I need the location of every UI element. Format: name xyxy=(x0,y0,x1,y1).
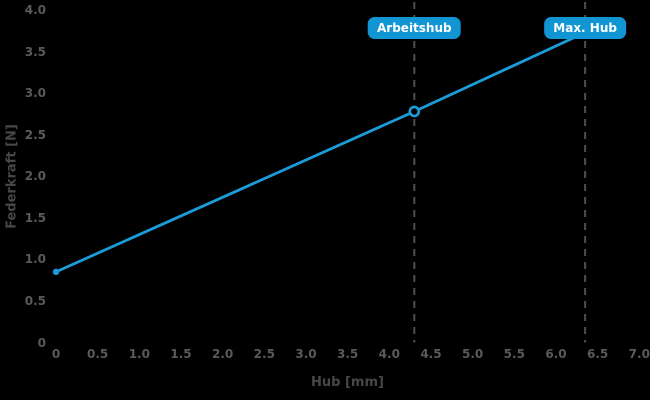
x-tick-label: 4.5 xyxy=(420,347,442,361)
x-tick-label: 1.0 xyxy=(128,347,150,361)
annotation-max-hub: Max. Hub xyxy=(544,17,626,39)
y-tick-label: 1.5 xyxy=(24,210,46,225)
spring-force-line xyxy=(55,31,586,274)
y-tick-label: 4.0 xyxy=(24,3,46,18)
stroke-limit-vlines xyxy=(413,2,587,343)
data-point-markers xyxy=(52,105,421,276)
y-tick-label: 2.5 xyxy=(24,127,46,142)
x-tick-label: 4.0 xyxy=(378,347,400,361)
x-tick-label: 6.0 xyxy=(545,347,567,361)
y-tick-label: 3.5 xyxy=(24,44,46,59)
y-tick-label: 1.0 xyxy=(24,252,46,267)
x-axis-title: Hub [mm] xyxy=(311,375,384,390)
x-tick-label: 0 xyxy=(51,347,61,361)
series-line xyxy=(55,31,586,274)
y-tick-label: 0.5 xyxy=(24,293,46,308)
x-tick-label: 7.0 xyxy=(628,347,650,361)
x-tick-label: 2.0 xyxy=(212,347,234,361)
x-tick-label: 5.5 xyxy=(503,347,525,361)
x-tick-label: 0.5 xyxy=(87,347,109,361)
x-tick-label: 1.5 xyxy=(170,347,192,361)
y-tick-label: 3.0 xyxy=(24,86,46,101)
x-tick-label: 3.0 xyxy=(295,347,317,361)
y-axis-title: Federkraft [N] xyxy=(4,124,20,229)
working-point-marker xyxy=(408,105,421,118)
x-tick-label: 5.0 xyxy=(462,347,484,361)
y-tick-label: 2.0 xyxy=(24,169,46,184)
x-tick-label: 6.5 xyxy=(586,347,609,361)
x-tick-label: 2.5 xyxy=(253,347,275,361)
y-tick-label: 0 xyxy=(37,335,46,350)
x-tick-label: 3.5 xyxy=(337,347,359,361)
start-point-marker xyxy=(52,268,60,276)
annotation-arbeitshub: Arbeitshub xyxy=(368,17,461,39)
